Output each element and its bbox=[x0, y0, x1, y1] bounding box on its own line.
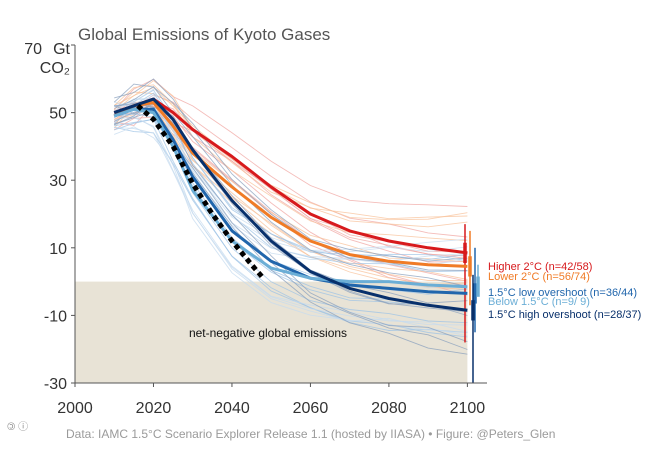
x-tick-label: 2000 bbox=[57, 400, 93, 417]
chart-title: Global Emissions of Kyoto Gases bbox=[78, 25, 330, 44]
legend-entry: 1.5°C high overshoot (n=28/37) bbox=[488, 309, 641, 321]
median-line-lower-2-c bbox=[113, 101, 468, 268]
y-tick-label: 70 bbox=[24, 41, 42, 58]
scenario-thin-line bbox=[114, 80, 468, 220]
scenario-thin-line bbox=[113, 84, 468, 228]
x-tick-label: 2100 bbox=[450, 400, 486, 417]
scenario-thin-line bbox=[114, 78, 468, 271]
x-axis-ticks: 2000 2020 2040 2060 2080 2100 bbox=[57, 383, 485, 417]
x-tick-label: 2060 bbox=[293, 400, 329, 417]
y-tick-label: -10 bbox=[44, 308, 67, 325]
y-unit-gt: Gt bbox=[53, 41, 70, 58]
negative-region-label: net-negative global emissions bbox=[189, 326, 347, 340]
median-line-below-1-5-c bbox=[113, 107, 468, 289]
scenario-thin-line bbox=[114, 113, 468, 311]
historical-pathway-line bbox=[136, 103, 266, 280]
scenario-thin-line bbox=[114, 89, 468, 260]
scenario-thin-line bbox=[114, 126, 468, 337]
license-icons: 🄯 ⓘ bbox=[7, 421, 28, 433]
y-axis-ticks: -30 -10 10 30 50 70 bbox=[24, 41, 75, 393]
y-unit-co2: CO₂ bbox=[40, 60, 70, 77]
scenario-thin-line bbox=[114, 115, 468, 326]
legend-entry: 1.5°C low overshoot (n=36/44) bbox=[488, 287, 637, 299]
scenario-thin-line bbox=[113, 91, 468, 242]
y-unit-label: Gt bbox=[53, 41, 70, 58]
x-tick-label: 2040 bbox=[214, 400, 250, 417]
scenario-thin-line bbox=[113, 97, 468, 251]
scenario-thin-line bbox=[113, 88, 468, 253]
legend-entry: Below 1.5°C (n=9/ 9) bbox=[488, 296, 590, 308]
scenario-thin-line bbox=[114, 94, 468, 238]
x-tick-label: 2080 bbox=[371, 400, 407, 417]
legend-entry: Lower 2°C (n=56/74) bbox=[488, 271, 590, 283]
scenario-thin-line bbox=[113, 83, 468, 262]
median-line-1-5-c-low-overshoot bbox=[113, 107, 468, 295]
y-tick-label: -30 bbox=[44, 376, 67, 393]
y-tick-label: 30 bbox=[49, 173, 67, 190]
y-tick-label: 50 bbox=[49, 106, 67, 123]
median-lines bbox=[113, 97, 468, 312]
legend: Higher 2°C (n=42/58)Lower 2°C (n=56/74) 1… bbox=[488, 261, 641, 321]
legend-entry: Higher 2°C (n=42/58) bbox=[488, 261, 592, 273]
y-tick-label: 10 bbox=[49, 241, 67, 258]
median-line-1-5-c-high-overshoot bbox=[113, 97, 468, 312]
scenario-thin-line bbox=[113, 101, 468, 273]
x-tick-label: 2020 bbox=[136, 400, 172, 417]
source-credit: Data: IAMC 1.5°C Scenario Explorer Relea… bbox=[66, 427, 555, 441]
